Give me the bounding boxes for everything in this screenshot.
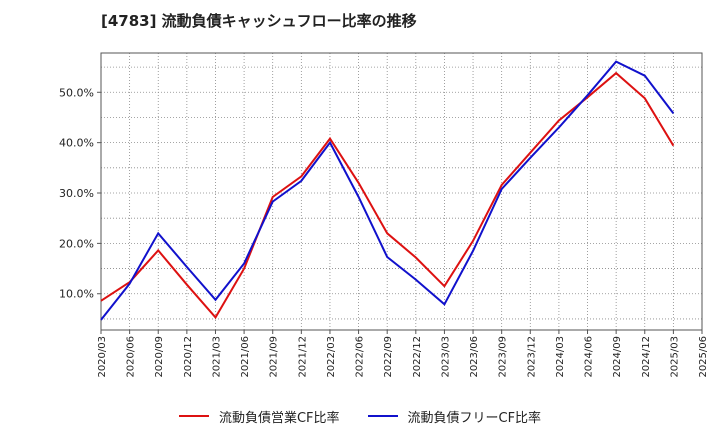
- x-tick-label: 2024/09: [612, 336, 623, 378]
- legend-item-operating-cf: 流動負債営業CF比率: [178, 407, 340, 426]
- x-tick-label: 2024/06: [584, 336, 595, 378]
- x-tick-label: 2022/12: [412, 336, 423, 378]
- x-tick-label: 2025/06: [698, 336, 709, 378]
- legend-label-free-cf: 流動負債フリーCF比率: [407, 410, 542, 426]
- y-tick-label: 20.0%: [59, 237, 94, 250]
- y-tick-label: 30.0%: [59, 187, 94, 200]
- y-axis: 10.0% 20.0% 30.0% 40.0% 50.0%: [59, 86, 101, 301]
- series-line-operating-cf: [100, 71, 675, 320]
- legend-label-operating-cf: 流動負債営業CF比率: [218, 410, 340, 426]
- x-tick-label: 2020/06: [126, 336, 137, 378]
- x-tick-label: 2020/12: [183, 336, 194, 378]
- plot-area: [100, 52, 703, 331]
- legend-swatch-operating-cf: [178, 415, 209, 417]
- y-tick-label: 50.0%: [59, 86, 94, 99]
- x-tick-label: 2022/03: [326, 336, 337, 378]
- x-tick-label: 2021/09: [269, 336, 280, 378]
- x-tick-label: 2022/09: [383, 336, 394, 378]
- x-axis: 2020/03 2020/06 2020/09 2020/12 2021/03 2021/…: [97, 330, 709, 378]
- x-tick-label: 2023/09: [498, 336, 509, 378]
- x-tick-label: 2023/06: [469, 336, 480, 378]
- y-tick-label: 10.0%: [59, 288, 94, 301]
- x-tick-label: 2021/03: [211, 336, 222, 378]
- x-tick-label: 2020/03: [97, 336, 108, 378]
- x-tick-label: 2020/09: [154, 336, 165, 378]
- x-tick-label: 2021/12: [297, 336, 308, 378]
- x-tick-label: 2023/12: [526, 336, 537, 378]
- x-tick-label: 2022/06: [355, 336, 366, 378]
- x-tick-label: 2023/03: [440, 336, 451, 378]
- x-tick-label: 2024/12: [641, 336, 652, 378]
- chart-title: [4783] 流動負債キャッシュフロー比率の推移: [101, 12, 417, 30]
- x-tick-label: 2024/03: [555, 336, 566, 378]
- grid: [101, 53, 702, 330]
- legend-swatch-free-cf: [367, 415, 398, 417]
- legend-item-free-cf: 流動負債フリーCF比率: [367, 407, 542, 426]
- legend: 流動負債営業CF比率 流動負債フリーCF比率: [0, 404, 720, 428]
- x-tick-label: 2025/03: [669, 336, 680, 378]
- x-tick-label: 2021/06: [240, 336, 251, 378]
- y-tick-label: 40.0%: [59, 137, 94, 150]
- series-lines: [100, 60, 675, 321]
- series-line-free-cf: [100, 60, 675, 321]
